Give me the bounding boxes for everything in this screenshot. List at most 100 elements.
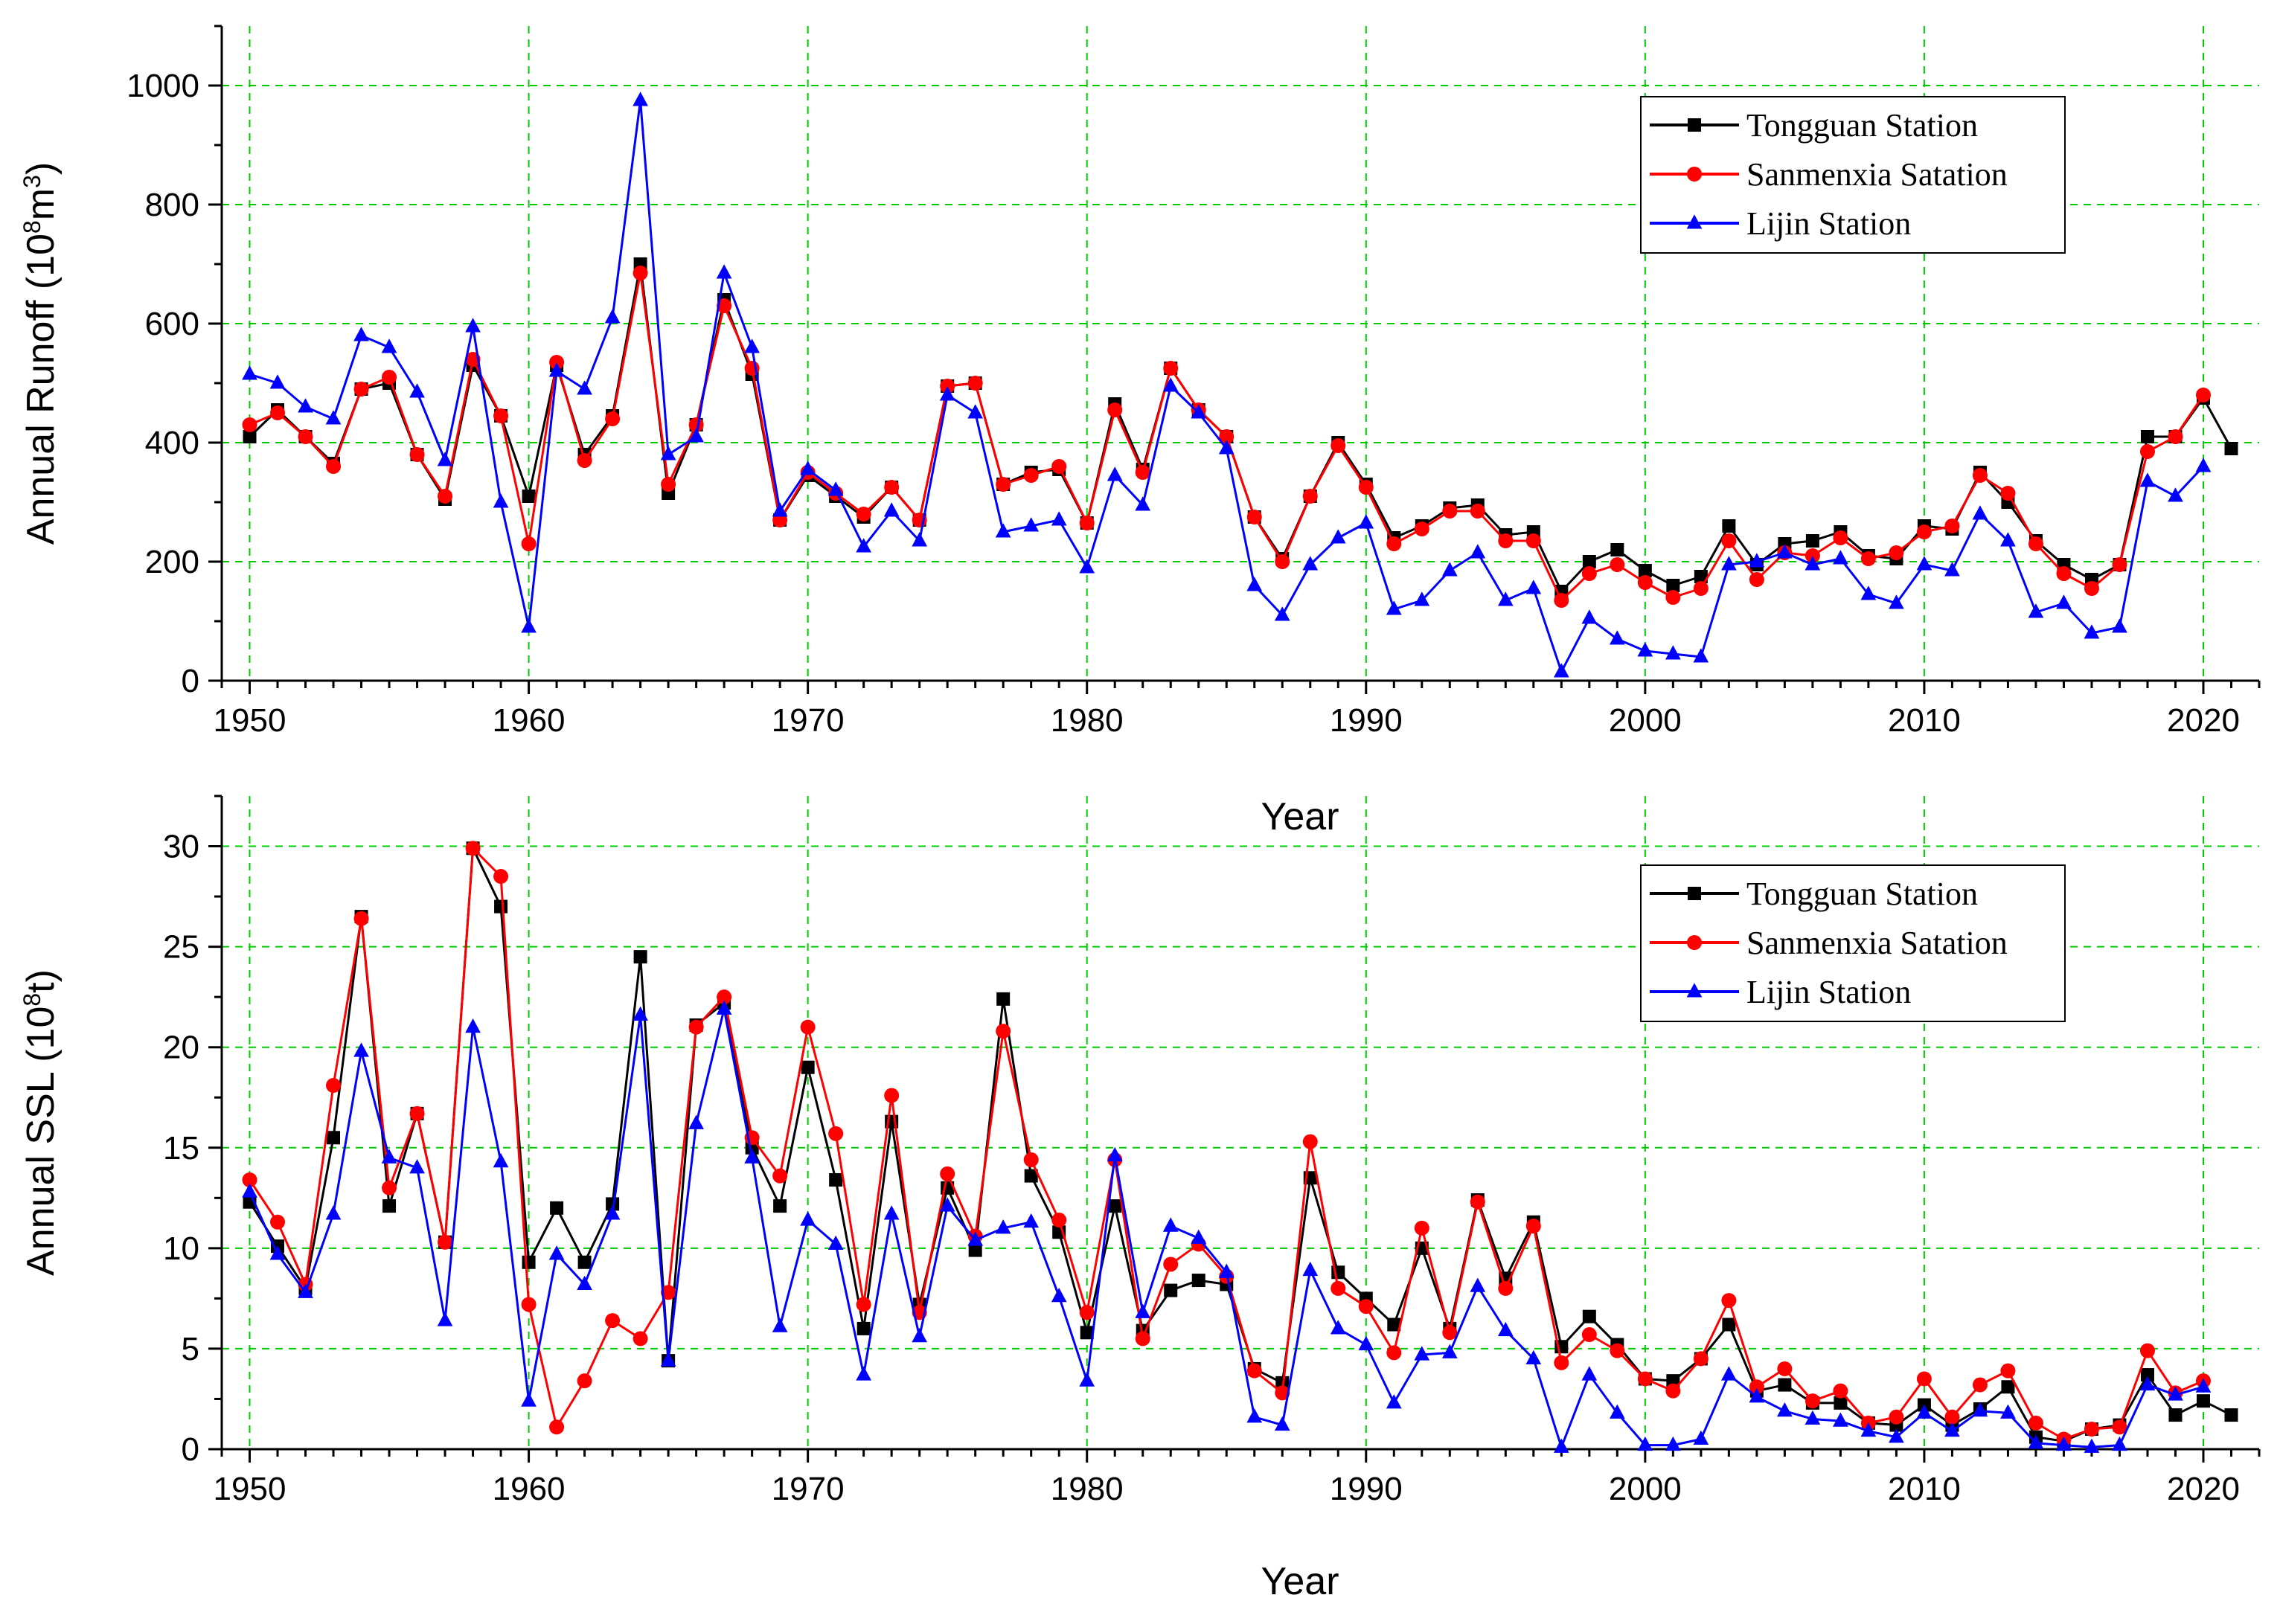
legend-marker [1688,887,1701,900]
data-point [550,1201,564,1215]
data-point [661,477,676,492]
data-point [883,502,900,517]
data-point [1665,1383,1681,1399]
data-point [2000,1363,2016,1379]
data-point [325,1205,342,1220]
data-point [438,1234,453,1250]
data-point [1023,468,1039,483]
data-point [1162,377,1179,392]
data-point [2084,581,2099,596]
data-point [437,452,453,466]
legend-marker [1687,167,1702,182]
data-point [1694,570,1708,583]
data-point [1023,517,1040,532]
data-point [1080,1326,1094,1340]
data-point [717,989,732,1005]
data-point [1722,519,1736,533]
data-point [1246,510,1262,524]
data-point [1330,529,1346,544]
data-point [1582,1309,1596,1323]
data-point [1833,1412,1848,1427]
data-point [1666,1374,1680,1388]
data-point [2000,486,2016,501]
x-tick-label: 1980 [1051,1471,1124,1507]
data-point [1302,556,1319,571]
data-point [1860,1422,1877,1437]
data-point [1834,1396,1848,1410]
data-point [438,489,453,504]
data-point [1860,585,1877,600]
data-point [1637,1371,1653,1387]
data-point [1944,562,1960,577]
data-point [605,411,621,426]
data-point [298,398,313,413]
data-point [1163,361,1179,376]
data-point [856,1366,872,1381]
data-point [548,362,565,377]
data-point [1218,1263,1235,1278]
data-point [2056,594,2072,609]
x-tick-label: 1970 [772,1471,845,1507]
data-point [1693,581,1709,596]
data-point [1749,1379,1764,1395]
data-point [1805,548,1820,563]
x-tick-label: 1990 [1330,702,1403,739]
data-point [1302,489,1318,504]
y-tick-label: 600 [145,306,199,342]
ssl-chart: 1950 1960 1970 1980 1990 2000 2010 2020 0 5 10 15 20… [19,795,2261,1603]
y-tick-label: 0 [182,1431,199,1468]
data-point [633,1331,648,1347]
y-tick-label: 1000 [127,68,199,104]
data-point [1079,1372,1095,1387]
x-axis-title: Year [1261,1560,1339,1603]
data-point [1554,593,1569,608]
data-point [800,1019,816,1035]
data-point [1972,468,1988,483]
data-point [1246,1408,1263,1423]
legend-marker [1686,983,1703,998]
data-point [967,376,983,391]
data-point [2000,532,2016,547]
data-point [996,1024,1011,1039]
data-point [1582,555,1596,568]
data-point [939,1197,955,1212]
data-point [1889,1409,1904,1425]
y-tick-label: 15 [163,1130,199,1166]
data-point [2168,1408,2183,1422]
data-point [1079,1305,1095,1320]
data-point [967,1231,984,1246]
data-point [1637,1436,1653,1451]
x-tick-label: 1980 [1051,702,1124,739]
y-tick-label: 30 [163,829,199,865]
data-point [522,1255,536,1269]
data-point [1497,591,1514,606]
data-point [1414,591,1430,606]
data-point [1610,557,1625,572]
data-point [1637,575,1653,590]
data-point [1693,1430,1709,1445]
data-point [633,1006,648,1021]
data-point [688,1114,704,1129]
data-point [409,1159,425,1174]
data-point [1581,566,1597,581]
data-point [1246,1363,1262,1379]
data-point [856,538,872,553]
data-point [465,318,481,333]
data-point [521,1297,537,1312]
data-point [1777,1402,1793,1417]
data-point [2056,1436,2072,1451]
data-point [1749,1388,1765,1403]
legend-marker [1686,214,1703,229]
data-point [827,481,844,496]
data-point [1610,543,1624,556]
data-point [939,386,955,401]
data-point [409,383,425,398]
data-point [1693,648,1709,663]
data-point [1386,1345,1402,1361]
data-point [2028,603,2044,618]
data-point [1525,533,1541,548]
legend-marker [1687,935,1702,950]
data-point [1358,514,1374,529]
data-point [493,493,509,508]
x-tick-label: 2000 [1609,1471,1682,1507]
